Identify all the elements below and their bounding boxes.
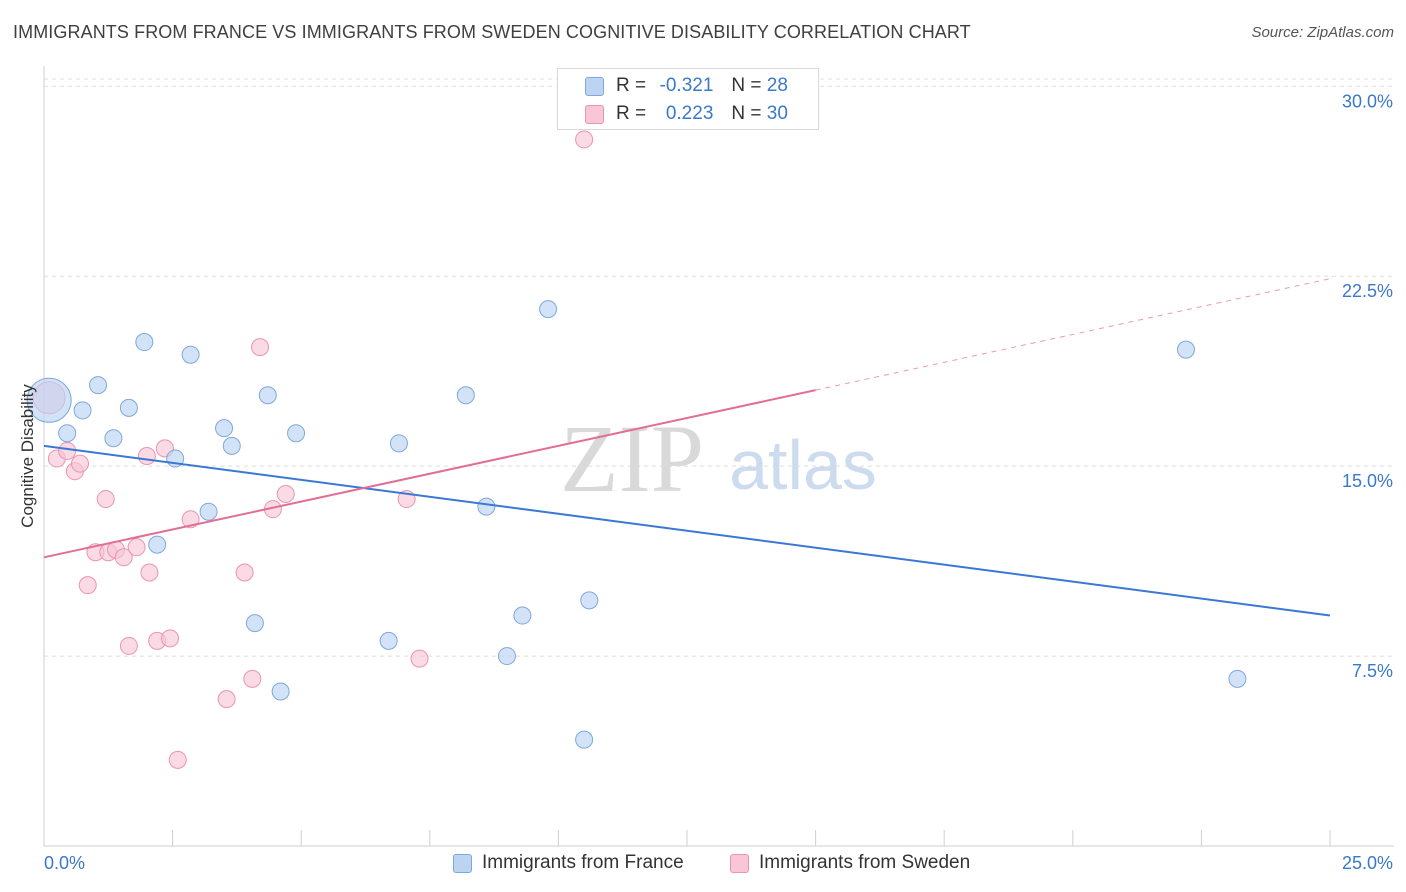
y-tick-label: 15.0% xyxy=(1342,471,1393,491)
y-tick-label: 22.5% xyxy=(1342,281,1393,301)
legend-label-france: Immigrants from France xyxy=(482,852,684,873)
n-label: N = xyxy=(731,75,762,96)
france-point xyxy=(287,424,306,443)
sweden-point xyxy=(137,447,156,465)
sweden-point xyxy=(71,454,90,473)
axes-layer xyxy=(43,66,1394,847)
y-tick-label: 30.0% xyxy=(1342,91,1393,111)
legend-item-france[interactable]: Immigrants from France xyxy=(453,852,684,874)
n-label: N = xyxy=(731,103,762,124)
y-axis-label: Cognitive Disability xyxy=(18,384,37,528)
legend-item-sweden[interactable]: Immigrants from Sweden xyxy=(730,852,970,874)
r-label: R = xyxy=(616,103,647,124)
france-point xyxy=(379,631,398,650)
france-point xyxy=(245,614,264,633)
france-point xyxy=(119,398,138,417)
sweden-legend-swatch xyxy=(730,853,749,873)
trend-line-extension-sweden xyxy=(815,278,1331,391)
france-point xyxy=(456,386,475,405)
sweden-point xyxy=(181,510,200,529)
sweden-point xyxy=(235,563,254,582)
france-point xyxy=(181,345,200,364)
france-point xyxy=(1228,669,1247,688)
france-point xyxy=(58,424,77,443)
france-point xyxy=(199,502,218,521)
trend-line-sweden xyxy=(43,389,816,559)
france-point xyxy=(513,606,532,625)
france-point xyxy=(258,386,277,405)
sweden-point xyxy=(119,636,138,655)
series-legend: Immigrants from France Immigrants from S… xyxy=(0,852,1406,878)
france-point xyxy=(26,377,72,423)
sweden-swatch xyxy=(585,104,604,124)
sweden-point xyxy=(410,649,429,668)
r-label: R = xyxy=(616,75,647,96)
watermark-atlas: atlas xyxy=(729,426,877,504)
trend-line-france xyxy=(43,444,1331,617)
france-point xyxy=(271,682,290,701)
sweden-point xyxy=(58,441,77,460)
sweden-point xyxy=(140,563,159,582)
france-points xyxy=(26,300,1247,749)
france-point xyxy=(215,419,234,438)
france-point xyxy=(135,333,154,352)
france-point xyxy=(389,434,408,453)
sweden-point xyxy=(251,338,270,357)
france-point xyxy=(580,591,599,610)
sweden-point xyxy=(161,629,180,648)
france-point xyxy=(89,376,108,395)
france-point xyxy=(477,497,496,516)
sweden-point xyxy=(217,690,236,709)
source-label: Source: ZipAtlas.com xyxy=(1251,24,1394,41)
france-swatch xyxy=(585,76,604,96)
x-tick-label: 25.0% xyxy=(1342,853,1393,873)
r-value: 0.223 xyxy=(660,103,714,124)
chart-title: IMMIGRANTS FROM FRANCE VS IMMIGRANTS FRO… xyxy=(13,22,971,42)
tick-labels: 7.5% 15.0% 22.5% 30.0% 0.0% 25.0% xyxy=(44,91,1393,873)
france-point xyxy=(222,436,241,455)
r-value: -0.321 xyxy=(659,75,714,96)
stats-legend: R = -0.321 N = 28 R = 0.223 N = 30 xyxy=(557,68,819,130)
france-point xyxy=(104,429,123,448)
sweden-point xyxy=(168,750,187,769)
france-point xyxy=(1176,340,1195,359)
france-point xyxy=(497,647,516,666)
france-point xyxy=(539,300,558,319)
france-legend-swatch xyxy=(453,853,472,873)
france-point xyxy=(73,401,92,420)
watermark-zip: ZIP xyxy=(560,405,704,512)
n-value: 28 xyxy=(766,75,788,96)
legend-label-sweden: Immigrants from Sweden xyxy=(759,852,971,873)
sweden-point xyxy=(575,130,594,149)
sweden-point xyxy=(276,484,295,503)
france-point xyxy=(148,535,167,554)
sweden-points xyxy=(32,130,594,769)
sweden-point xyxy=(243,669,262,688)
x-tick-label: 0.0% xyxy=(44,853,85,873)
stats-row-sweden: R = 0.223 N = 30 xyxy=(558,100,788,128)
sweden-point xyxy=(96,490,115,509)
sweden-point xyxy=(78,576,97,595)
trend-lines xyxy=(43,278,1331,617)
y-tick-label: 7.5% xyxy=(1352,661,1393,681)
france-point xyxy=(575,730,594,749)
stats-row-france: R = -0.321 N = 28 xyxy=(558,72,788,100)
n-value: 30 xyxy=(766,103,788,124)
sweden-point xyxy=(127,538,146,557)
watermark: ZIP atlas xyxy=(560,405,877,512)
sweden-point xyxy=(114,548,133,567)
